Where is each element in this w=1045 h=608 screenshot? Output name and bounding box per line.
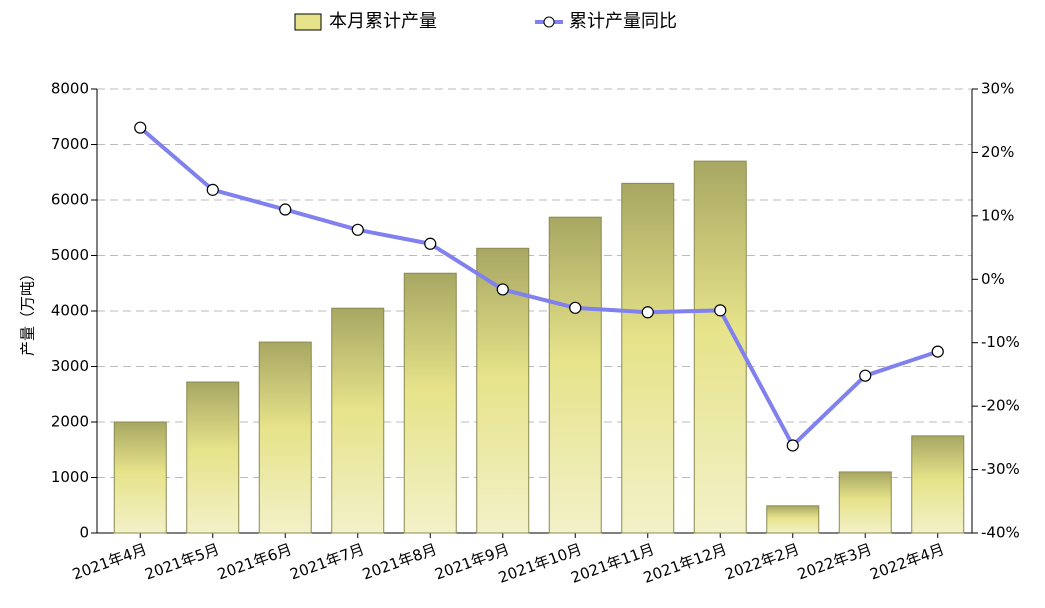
line-marker <box>714 304 727 317</box>
y2-tick-label: -40% <box>981 524 1020 542</box>
line-marker <box>859 369 872 382</box>
line-marker <box>931 345 944 358</box>
y-tick-label: 5000 <box>51 246 89 264</box>
y-tick-label: 8000 <box>51 80 89 98</box>
x-tick-label: 2021年7月 <box>287 540 366 583</box>
y-axis-label: 产量（万吨） <box>19 266 37 356</box>
bar <box>693 160 747 534</box>
y2-tick-label: 0% <box>981 270 1005 288</box>
line <box>138 126 939 448</box>
y-tick-label: 4000 <box>51 302 89 320</box>
line-marker <box>496 283 509 296</box>
y2-tick-label: -30% <box>981 460 1020 478</box>
x-tick-label: 2022年2月 <box>722 540 801 583</box>
legend-marker <box>543 16 555 28</box>
y-tick-label: 1000 <box>51 468 89 486</box>
y2-tick-label: -10% <box>981 333 1020 351</box>
line-marker <box>569 301 582 314</box>
line-marker <box>206 183 219 196</box>
x-tick-label: 2021年6月 <box>215 540 294 583</box>
bar <box>258 341 312 534</box>
line-marker <box>279 203 292 216</box>
bar <box>186 381 240 534</box>
y-tick-label: 0 <box>79 524 89 542</box>
line-marker <box>786 439 799 452</box>
y-tick-label: 6000 <box>51 191 89 209</box>
bar <box>766 505 820 534</box>
bar <box>113 421 167 534</box>
y2-tick-label: 30% <box>981 80 1014 98</box>
bar <box>403 272 457 534</box>
x-tick-label: 2021年4月 <box>70 540 149 583</box>
bar <box>838 471 892 534</box>
y2-tick-label: -20% <box>981 397 1020 415</box>
y2-tick-label: 20% <box>981 143 1014 161</box>
x-tick-label: 2021年5月 <box>142 540 221 583</box>
line-marker <box>424 237 437 250</box>
line-marker <box>641 306 654 319</box>
x-tick-label: 2022年3月 <box>795 540 874 583</box>
y-tick-label: 7000 <box>51 135 89 153</box>
line-marker <box>134 121 147 134</box>
line-marker <box>351 223 364 236</box>
bar <box>331 307 385 534</box>
y-tick-label: 2000 <box>51 413 89 431</box>
legend-label: 本月累计产量 <box>329 11 437 32</box>
bar <box>621 182 675 534</box>
bar <box>911 435 965 534</box>
y-tick-label: 3000 <box>51 357 89 375</box>
x-tick-label: 2021年12月 <box>641 540 729 587</box>
x-tick-label: 2021年11月 <box>568 540 656 587</box>
bar <box>548 216 602 534</box>
x-tick-label: 2022年4月 <box>867 540 946 583</box>
x-tick-label: 2021年8月 <box>360 540 439 583</box>
legend-swatch <box>294 13 322 31</box>
legend-label: 累计产量同比 <box>569 11 677 32</box>
y2-tick-label: 10% <box>981 206 1014 224</box>
x-tick-label: 2021年10月 <box>496 540 584 587</box>
